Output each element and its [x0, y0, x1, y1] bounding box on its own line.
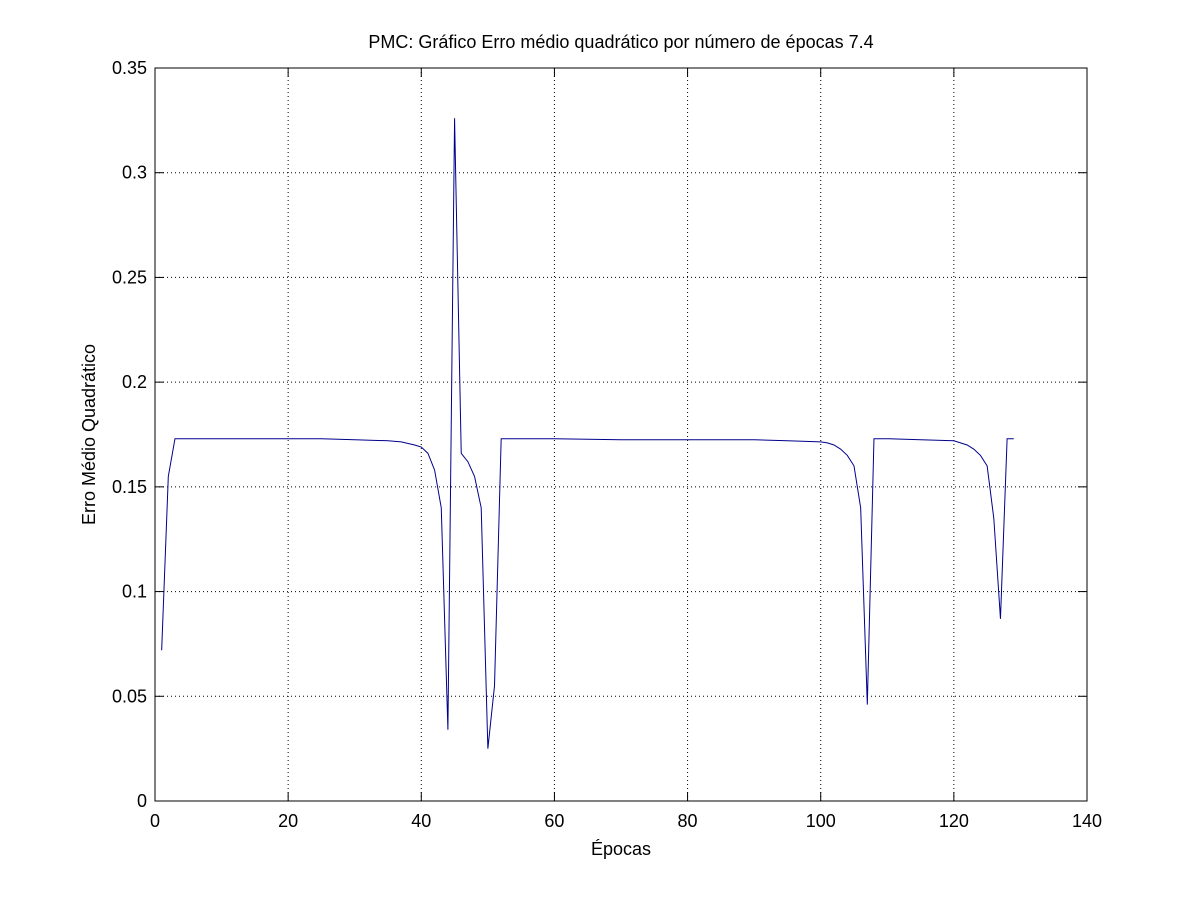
axes-frame	[154, 67, 1088, 802]
y-tick-label: 0.35	[112, 58, 147, 78]
series-line	[161, 118, 1014, 749]
y-tick-label: 0.1	[122, 582, 147, 602]
plot-area: 0 20 40 60 80 100 120 140 0 0.05 0.1 0.15 0.2 0.25 0.…	[112, 58, 1102, 831]
y-tick-label: 0.05	[112, 686, 147, 706]
y-tick-label: 0.3	[122, 163, 147, 183]
x-axis-label: Épocas	[591, 839, 651, 859]
x-tick-label: 140	[1072, 811, 1102, 831]
x-tick-label: 0	[150, 811, 160, 831]
x-tick-label: 20	[278, 811, 298, 831]
x-tick-label: 100	[806, 811, 836, 831]
y-axis-label: Erro Médio Quadrático	[79, 344, 99, 525]
x-tick-labels: 0 20 40 60 80 100 120 140	[150, 811, 1102, 831]
x-tick-label: 60	[544, 811, 564, 831]
chart-title: PMC: Gráfico Erro médio quadrático por n…	[368, 32, 873, 52]
x-tick-label: 40	[411, 811, 431, 831]
y-tick-label: 0.2	[122, 372, 147, 392]
x-tick-label: 80	[678, 811, 698, 831]
series-layer	[161, 118, 1014, 749]
tick-marks	[154, 67, 1088, 802]
y-tick-label: 0.15	[112, 477, 147, 497]
axes-background	[155, 68, 1087, 801]
y-tick-labels: 0 0.05 0.1 0.15 0.2 0.25 0.3 0.35	[112, 58, 147, 811]
y-tick-label: 0.25	[112, 267, 147, 287]
x-tick-label: 120	[939, 811, 969, 831]
grid-lines	[155, 68, 1087, 801]
y-tick-label: 0	[137, 791, 147, 811]
